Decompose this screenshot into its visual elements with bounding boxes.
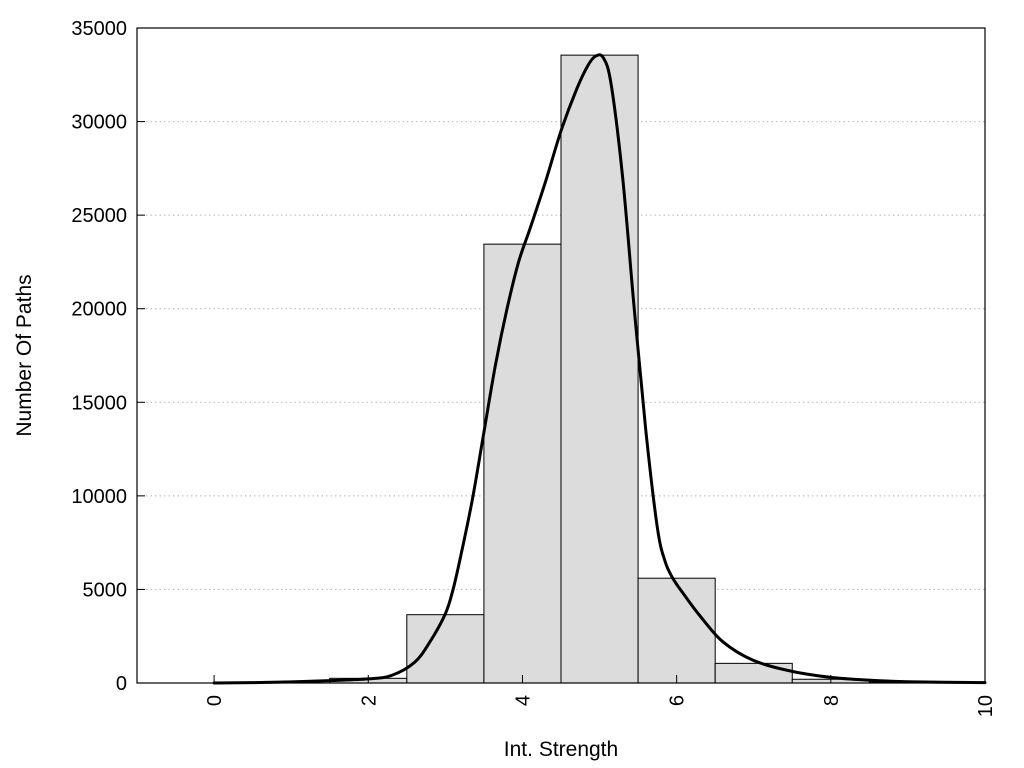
- y-tick-label: 15000: [71, 392, 127, 414]
- y-tick-label: 5000: [83, 579, 128, 601]
- x-tick-label: 0: [204, 695, 226, 706]
- x-axis-title: Int. Strength: [504, 738, 618, 761]
- histogram-bar: [406, 614, 485, 684]
- plot-frame: [136, 27, 986, 684]
- y-tick-label: 0: [116, 673, 127, 695]
- y-axis-ticks: 0 5000 10000 15000 20000 25000 30000 35000: [71, 18, 145, 695]
- histogram-bar: [637, 577, 716, 684]
- y-tick-label: 25000: [71, 205, 127, 227]
- x-tick-label: 4: [512, 695, 534, 706]
- bars: [329, 54, 947, 684]
- density-curve-layer: [212, 53, 987, 685]
- x-tick-label: 8: [821, 695, 843, 706]
- x-tick-label: 10: [975, 695, 997, 717]
- x-tick-label: 2: [358, 695, 380, 706]
- y-tick-label: 10000: [71, 486, 127, 508]
- y-tick-label: 20000: [71, 299, 127, 321]
- y-tick-label: 30000: [71, 112, 127, 134]
- density-curve: [212, 53, 987, 685]
- histogram-bar: [714, 662, 793, 684]
- y-axis-title: Number Of Paths: [13, 274, 36, 436]
- histogram-bar: [560, 54, 639, 684]
- x-tick-label: 6: [667, 695, 689, 706]
- x-axis-ticks: 0 2 4 6 8 10: [204, 675, 997, 717]
- y-tick-label: 35000: [71, 18, 127, 40]
- histogram-bar: [483, 243, 562, 684]
